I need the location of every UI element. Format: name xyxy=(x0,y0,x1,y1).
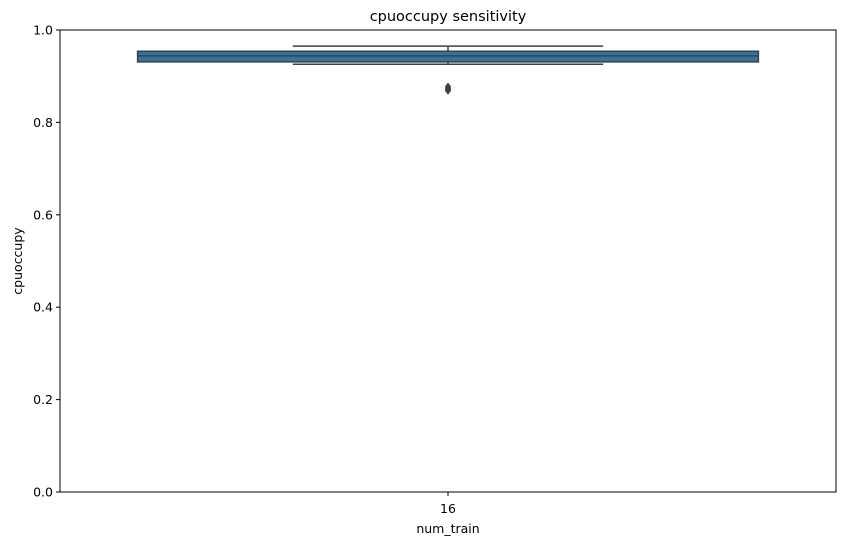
plot-area xyxy=(59,29,837,493)
x-axis: 16 xyxy=(440,492,456,516)
y-axis: 0.0 0.2 0.4 0.6 0.8 1.0 xyxy=(33,23,60,500)
outlier-point xyxy=(444,82,452,92)
x-axis-label: num_train xyxy=(416,521,479,536)
x-tick-label: 16 xyxy=(440,501,456,516)
y-tick-label: 0.4 xyxy=(33,300,53,315)
plot-frame xyxy=(59,29,837,493)
y-tick-label: 0.8 xyxy=(33,115,53,130)
y-tick-label: 0.0 xyxy=(33,485,53,500)
chart-title: cpuoccupy sensitivity xyxy=(370,9,527,25)
y-tick-label: 1.0 xyxy=(33,23,53,38)
y-tick-label: 0.2 xyxy=(33,392,53,407)
y-tick-label: 0.6 xyxy=(33,207,53,222)
y-axis-label: cpuoccupy xyxy=(10,227,25,295)
box-group xyxy=(136,45,760,95)
